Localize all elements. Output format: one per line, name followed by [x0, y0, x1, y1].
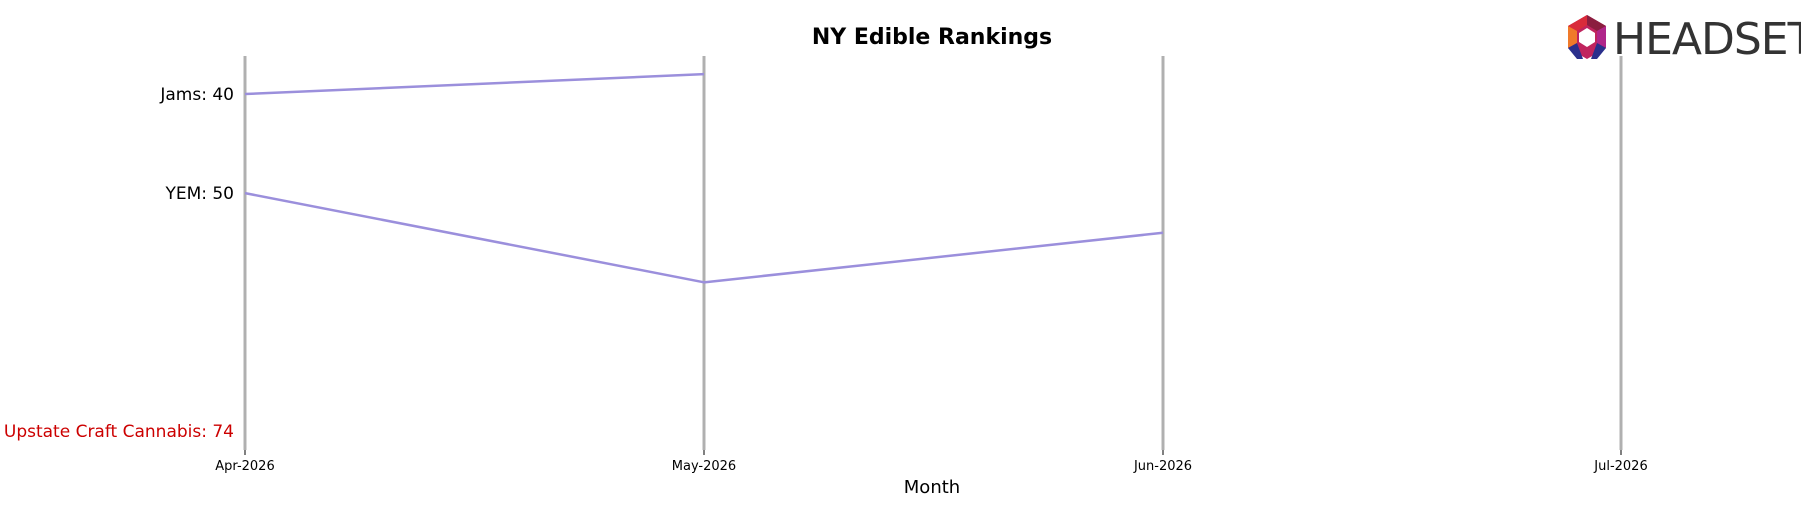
x-tick-label: May-2026 [672, 459, 736, 474]
series-label: Jams: 40 [159, 85, 234, 105]
chart-title: NY Edible Rankings [812, 25, 1052, 50]
month-lines [243, 56, 1623, 450]
y-labels: Jams: 40 YEM: 50 Upstate Craft Cannabis: 7… [4, 85, 234, 442]
series-label: YEM: 50 [164, 184, 234, 204]
headset-logo: HEADSET [1568, 14, 1801, 65]
x-tick-label: Apr-2026 [215, 459, 274, 474]
headset-hexagon-icon [1568, 15, 1606, 59]
series-line [244, 72, 705, 96]
series-line [244, 191, 1164, 284]
x-ticks: Apr-2026 May-2026 Jun-2026 Jul-2026 [215, 450, 1648, 474]
logo-text: HEADSET [1613, 14, 1801, 65]
x-tick-label: Jul-2026 [1593, 459, 1647, 474]
x-axis-label: Month [904, 477, 960, 498]
series-lines [244, 72, 1164, 284]
series-label: Upstate Craft Cannabis: 74 [4, 422, 234, 442]
x-tick-label: Jun-2026 [1133, 459, 1192, 474]
